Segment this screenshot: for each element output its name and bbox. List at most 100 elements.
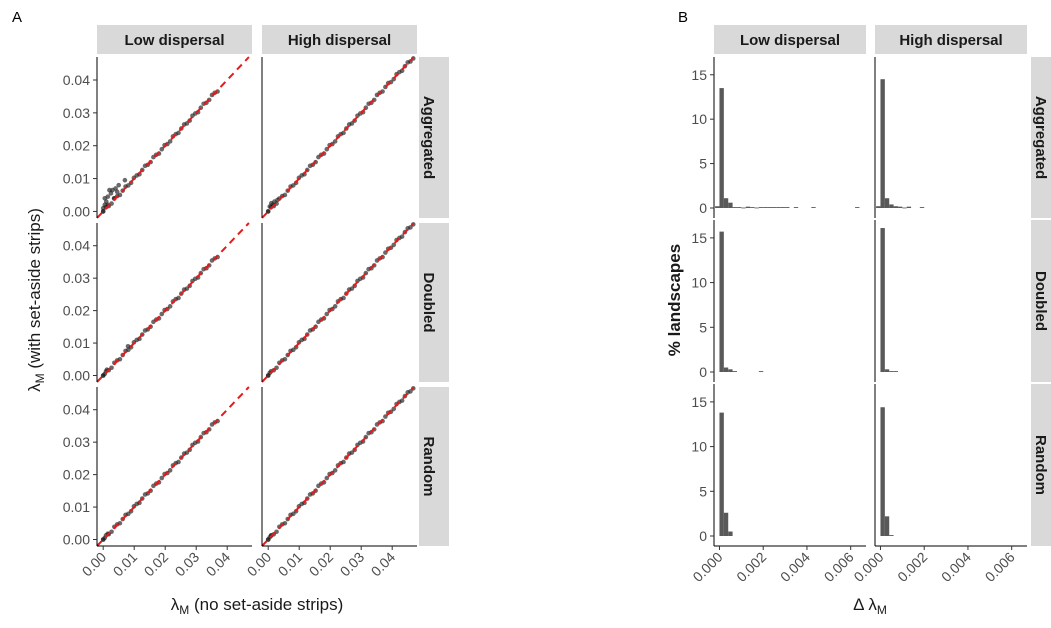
scatter-facet-random-low-dispersal: 0.000.010.020.030.040.00 0.01 0.02 0.03 0.04 [63,386,252,580]
y-tick-label: 0.03 [63,105,90,121]
scatter-point [100,209,106,214]
strip-row-label: Aggregated [1032,96,1049,179]
strip-col-low-dispersal [97,25,252,54]
histogram-bar [723,512,729,536]
y-tick-label: 0.02 [63,303,90,319]
scatter-point [122,177,128,183]
histogram-bar [719,88,724,208]
x-tick-label: 0.04 [203,549,234,580]
histogram-facet-random-high-dispersal: 0.000 0.002 0.004 0.006 [850,384,1027,585]
y-tick-label: 0.01 [63,499,90,515]
y-tick-label: 10 [691,439,707,455]
scatter-point [408,389,413,394]
histogram-facet-aggregated-high-dispersal [874,57,925,218]
scatter-point [324,311,330,317]
histogram-bar [889,535,894,536]
histogram-bar [811,207,816,208]
y-tick-label: 0.01 [63,171,90,187]
reference-line [261,56,415,219]
strip-row-random [419,387,449,546]
histogram-bar [780,207,786,208]
scatter-point [332,304,338,309]
histogram-facet-doubled-low-dispersal: 0 5 10 15 [691,220,764,382]
histogram-bar [776,207,781,208]
histogram-bar [750,207,755,208]
histogram-bar [880,407,885,536]
y-tick-label: 0.00 [63,532,90,548]
y-tick-label: 0.01 [63,335,90,351]
x-tick-label: 0.03 [172,549,203,580]
histogram-bar [732,207,737,208]
strip-col-label: Low dispersal [740,32,840,49]
strip-col-low-dispersal [714,25,866,54]
x-tick-label: 0.02 [141,549,172,580]
histogram-facet-random-low-dispersal: 0 5 10 15 0.000 0.002 0.004 0.006 [689,384,866,585]
y-tick-label: 0.03 [63,434,90,450]
histogram-bar [758,207,764,208]
y-tick-label: 0 [699,528,707,544]
histogram-bar [884,198,890,208]
scatter-point [176,295,181,301]
histogram-bar [793,207,799,208]
histogram-bar [763,207,768,208]
x-tick-label: 0.04 [368,549,399,580]
scatter-point [167,304,173,309]
histogram-bar [880,228,885,372]
histogram-facet-doubled-high-dispersal [874,220,898,382]
strip-col-high-dispersal [262,25,417,54]
reference-line [96,222,250,383]
y-tick-label: 5 [699,156,707,172]
strip-col-label: High dispersal [288,32,391,49]
strip-col-label: High dispersal [899,32,1002,49]
y-tick-label: 0.04 [63,72,90,88]
y-tick-label: 0 [699,200,707,216]
y-tick-label: 15 [691,394,707,410]
y-tick-label: 15 [691,67,707,83]
histogram-bar [728,531,733,536]
strip-row-aggregated [1031,57,1051,218]
y-tick-label: 0.04 [63,402,90,418]
histogram-bar [906,206,912,208]
y-tick-label: 0.02 [63,138,90,154]
scatter-facet-aggregated-low-dispersal: 0.00 0.01 0.02 0.03 0.04 [63,56,250,219]
histogram-bar [884,516,890,536]
histogram-facet-aggregated-low-dispersal: 0 5 10 15 [691,57,860,218]
scatter-point [399,234,405,239]
scatter-point [167,139,173,144]
strip-row-label: Random [1032,435,1049,495]
histogram-bar [855,207,860,208]
histogram-chart-b: Low dispersal High dispersal Aggregated Dou… [665,25,1051,617]
y-tick-label: 10 [691,275,707,291]
y-tick-label: 5 [699,319,707,335]
strip-row-random [1031,384,1051,546]
panel-label-a: A [12,9,22,26]
x-tick-label: 0.02 [306,549,337,580]
histogram-bar [897,206,903,208]
scatter-point [176,459,181,465]
panel-label-b: B [678,9,688,26]
histogram-bar [719,231,724,372]
scatter-facet-doubled-low-dispersal: 0.00 0.01 0.02 0.03 0.04 [63,222,250,384]
scatter-point [159,311,165,317]
scatter-point [408,225,413,230]
x-tick-label: 0.000 [850,549,886,585]
scatter-point [265,209,271,214]
reference-line [261,222,415,383]
strip-col-high-dispersal [875,25,1027,54]
strip-row-doubled [1031,220,1051,382]
strip-row-label: Doubled [1032,271,1049,331]
strip-col-label: Low dispersal [124,32,224,49]
histogram-bar [736,207,742,208]
reference-line [96,386,250,547]
y-tick-label: 0.00 [63,203,90,219]
scatter-point [275,197,280,203]
y-axis-title-a: λM (with set-aside strips) [25,208,47,392]
x-tick-label: 0.01 [110,549,141,580]
x-tick-label: 0.01 [275,549,306,580]
y-tick-label: 0.00 [63,368,90,384]
x-tick-label: 0.004 [777,549,813,585]
scatter-point [105,194,111,199]
reference-line [261,386,415,547]
scatter-facet-doubled-high-dispersal [261,222,416,383]
